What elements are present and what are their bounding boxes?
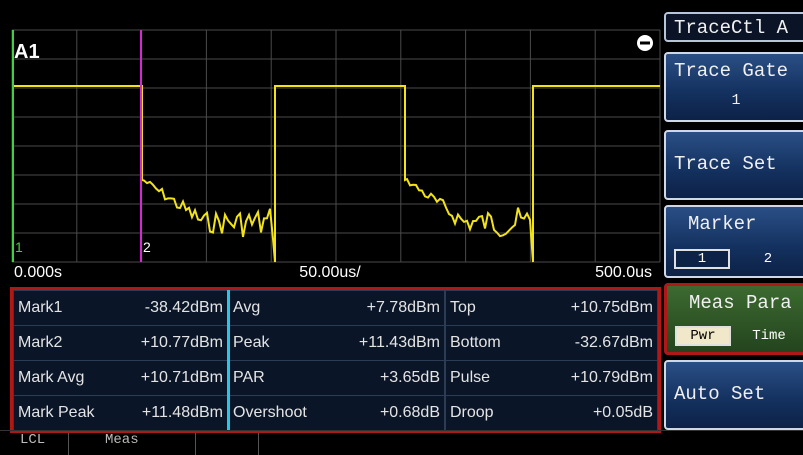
zoom-icon-minus (640, 41, 650, 45)
status-divider (258, 433, 259, 455)
measurement-label: Mark Peak (18, 404, 95, 421)
measurement-label: Avg (233, 299, 261, 316)
softkey[interactable]: Trace Gate 1 (664, 52, 803, 122)
measurement-label: Mark1 (18, 299, 63, 316)
measurement-value: +10.71dBm (140, 369, 223, 386)
measurement-label: Top (450, 299, 476, 316)
trace (12, 85, 660, 263)
measurement-cell: Mark Avg +10.71dBm (13, 360, 228, 396)
measurement-cell: Overshoot +0.68dB (228, 395, 445, 431)
measurement-table: Mark1 -38.42dBm Avg +7.78dBm Top +10.75dBm Mar… (10, 287, 661, 433)
measurement-label: Pulse (450, 369, 491, 386)
status-divider (195, 433, 196, 455)
measurement-value: +11.43dBm (358, 334, 440, 351)
measurement-cell: Mark Peak +11.48dBm (13, 395, 228, 431)
x-end: 500.0us (595, 264, 652, 281)
softkey-label: Trace Gate (674, 60, 789, 82)
measurement-label: Peak (233, 334, 270, 351)
measurement-cell: PAR +3.65dB (228, 360, 445, 396)
status-separator (0, 430, 803, 431)
marker-label: 1 (15, 239, 23, 255)
measurement-cell: Top +10.75dBm (445, 290, 658, 326)
measurement-cell: Mark2 +10.77dBm (13, 325, 228, 361)
measurement-cell: Mark1 -38.42dBm (13, 290, 228, 326)
measurement-cell: Bottom -32.67dBm (445, 325, 658, 361)
measurement-value: +11.48dBm (141, 404, 223, 421)
softkey-label: Auto Set (674, 383, 766, 405)
display-bg (0, 0, 663, 285)
softkey[interactable]: Meas Para Pwr Time (664, 283, 803, 355)
status-divider (68, 433, 69, 455)
softkey-label: Meas Para (689, 292, 792, 314)
measurement-value: -38.42dBm (144, 299, 223, 316)
softkey[interactable]: Marker 1 2 (664, 205, 803, 278)
trace-display: A1 1 2 0.000s 50.00us/ 500.0us (0, 0, 663, 285)
softkey-option: 2 (763, 251, 773, 267)
measurement-value: +10.75dBm (570, 299, 653, 316)
measurement-value: -32.67dBm (574, 334, 653, 351)
status-item: LCL (20, 432, 46, 448)
softkey-option: Pwr (675, 326, 731, 346)
measurement-cell: Droop +0.05dB (445, 395, 658, 431)
measurement-label: PAR (233, 369, 265, 386)
x-start: 0.000s (14, 264, 62, 281)
softkey[interactable]: Auto Set (664, 360, 803, 430)
column-divider (227, 290, 230, 430)
measurement-label: Mark2 (18, 334, 63, 351)
softkey-sub: 1 (731, 92, 741, 109)
softkey-title: TraceCtl A (664, 12, 803, 42)
softkey-option: Time (752, 328, 786, 344)
measurement-label: Overshoot (233, 404, 307, 421)
marker-label: 2 (143, 239, 151, 255)
measurement-value: +0.05dB (592, 404, 653, 421)
measurement-value: +10.77dBm (140, 334, 223, 351)
x-scale: 50.00us/ (299, 264, 361, 281)
trace-label: A1 (14, 41, 40, 63)
measurement-label: Bottom (450, 334, 501, 351)
softkey-label: Marker (688, 213, 757, 235)
softkey[interactable]: Trace Set (664, 130, 803, 200)
softkey-title-text: TraceCtl A (674, 17, 789, 39)
grid (11, 29, 661, 263)
measurement-label: Mark Avg (18, 369, 85, 386)
measurement-value: +3.65dB (379, 369, 440, 386)
measurement-value: +0.68dB (379, 404, 440, 421)
softkey-option: 1 (674, 249, 730, 269)
measurement-cell: Peak +11.43dBm (228, 325, 445, 361)
measurement-label: Droop (450, 404, 494, 421)
measurement-value: +7.78dBm (366, 299, 440, 316)
measurement-cell: Avg +7.78dBm (228, 290, 445, 326)
status-item: Meas (105, 432, 139, 448)
softkey-label: Trace Set (674, 153, 777, 175)
measurement-cell: Pulse +10.79dBm (445, 360, 658, 396)
measurement-value: +10.79dBm (570, 369, 653, 386)
